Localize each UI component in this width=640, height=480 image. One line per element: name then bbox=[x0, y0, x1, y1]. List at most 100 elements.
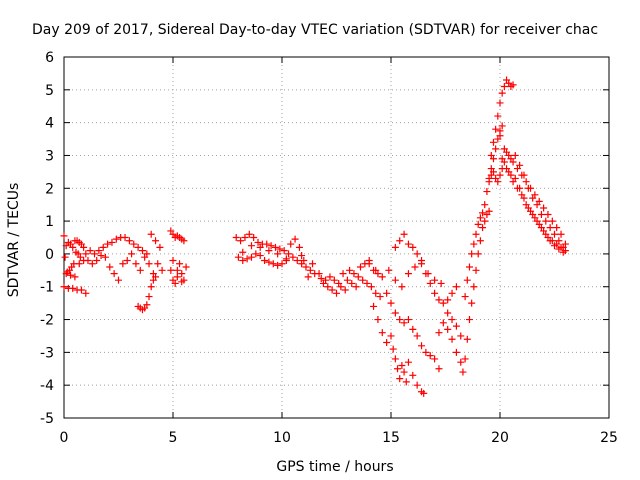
data-point bbox=[138, 247, 146, 255]
data-point bbox=[232, 234, 240, 241]
data-point bbox=[472, 266, 480, 274]
x-tick-label: 0 bbox=[60, 430, 69, 446]
data-point bbox=[250, 234, 258, 241]
data-point bbox=[459, 368, 467, 376]
data-point bbox=[457, 332, 465, 340]
data-point bbox=[280, 247, 288, 255]
data-point bbox=[387, 332, 395, 340]
data-point bbox=[398, 361, 406, 369]
data-point bbox=[444, 309, 452, 317]
data-point bbox=[173, 273, 181, 281]
data-point bbox=[123, 256, 131, 264]
data-point bbox=[409, 243, 417, 251]
data-point bbox=[483, 188, 491, 196]
data-point bbox=[254, 238, 262, 246]
x-axis: 0 5 10 15 20 25 bbox=[60, 57, 618, 446]
data-point bbox=[88, 260, 96, 268]
data-point bbox=[409, 325, 417, 333]
data-point bbox=[241, 234, 249, 241]
data-point bbox=[363, 279, 371, 287]
data-point bbox=[261, 256, 269, 264]
data-point bbox=[409, 371, 417, 379]
data-point bbox=[119, 260, 127, 268]
x-tick-label: 5 bbox=[169, 430, 178, 446]
data-point bbox=[267, 242, 275, 250]
x-axis-label: GPS time / hours bbox=[276, 459, 393, 475]
data-point bbox=[61, 253, 69, 261]
data-point bbox=[110, 270, 118, 278]
data-point bbox=[136, 266, 144, 274]
data-point bbox=[154, 260, 162, 268]
data-point bbox=[383, 289, 391, 297]
data-point bbox=[112, 235, 120, 243]
data-point bbox=[555, 237, 563, 245]
data-point bbox=[396, 316, 404, 324]
data-point bbox=[435, 296, 443, 304]
data-point bbox=[293, 256, 301, 264]
data-point bbox=[463, 276, 471, 284]
data-point bbox=[494, 178, 502, 186]
data-point bbox=[404, 358, 412, 366]
data-point bbox=[402, 378, 410, 386]
data-point bbox=[465, 263, 473, 271]
data-point bbox=[461, 355, 469, 363]
data-point bbox=[152, 237, 160, 245]
data-point bbox=[69, 284, 77, 292]
data-point bbox=[448, 335, 456, 343]
data-point bbox=[439, 299, 447, 307]
data-point bbox=[431, 355, 439, 363]
data-point bbox=[413, 381, 421, 389]
x-tick-label: 20 bbox=[491, 430, 509, 446]
data-point bbox=[115, 276, 122, 284]
data-point bbox=[468, 299, 476, 307]
data-point bbox=[420, 389, 428, 397]
data-point bbox=[121, 234, 129, 241]
data-point bbox=[387, 299, 395, 307]
data-point bbox=[99, 243, 107, 251]
data-point bbox=[404, 316, 412, 324]
data-point bbox=[352, 283, 360, 291]
data-point bbox=[422, 348, 430, 356]
data-point bbox=[496, 132, 504, 140]
data-point bbox=[130, 240, 138, 248]
y-tick-label: -5 bbox=[40, 411, 54, 427]
data-point bbox=[350, 270, 358, 278]
data-point bbox=[317, 275, 325, 283]
data-point bbox=[496, 171, 504, 179]
data-point bbox=[348, 279, 356, 287]
data-point bbox=[383, 339, 391, 347]
data-point bbox=[524, 204, 532, 212]
data-point bbox=[173, 266, 181, 274]
data-point bbox=[341, 286, 349, 294]
data-point bbox=[306, 266, 314, 274]
data-point bbox=[463, 335, 471, 343]
chart-title: Day 209 of 2017, Sidereal Day-to-day VTE… bbox=[32, 22, 598, 38]
data-point bbox=[452, 348, 460, 356]
data-point bbox=[60, 283, 68, 291]
data-point bbox=[474, 250, 482, 258]
data-point bbox=[97, 252, 105, 260]
data-point bbox=[426, 279, 434, 287]
data-point bbox=[503, 165, 511, 173]
data-point bbox=[481, 201, 489, 209]
data-point bbox=[529, 211, 537, 219]
data-point bbox=[171, 279, 179, 287]
data-point bbox=[75, 260, 83, 268]
data-point bbox=[343, 276, 351, 284]
data-point bbox=[237, 237, 245, 245]
data-point bbox=[431, 276, 439, 284]
data-point bbox=[132, 260, 140, 268]
data-point bbox=[452, 322, 460, 330]
data-point bbox=[276, 245, 284, 253]
data-point bbox=[498, 89, 506, 97]
data-point bbox=[396, 237, 404, 245]
data-point bbox=[69, 243, 77, 251]
data-point bbox=[507, 155, 515, 163]
y-tick-label: 4 bbox=[45, 116, 54, 132]
data-point bbox=[324, 283, 332, 291]
y-axis-label: SDTVAR / TECUs bbox=[6, 183, 22, 298]
data-point bbox=[354, 273, 362, 281]
data-point bbox=[522, 178, 530, 186]
data-point bbox=[239, 248, 247, 256]
